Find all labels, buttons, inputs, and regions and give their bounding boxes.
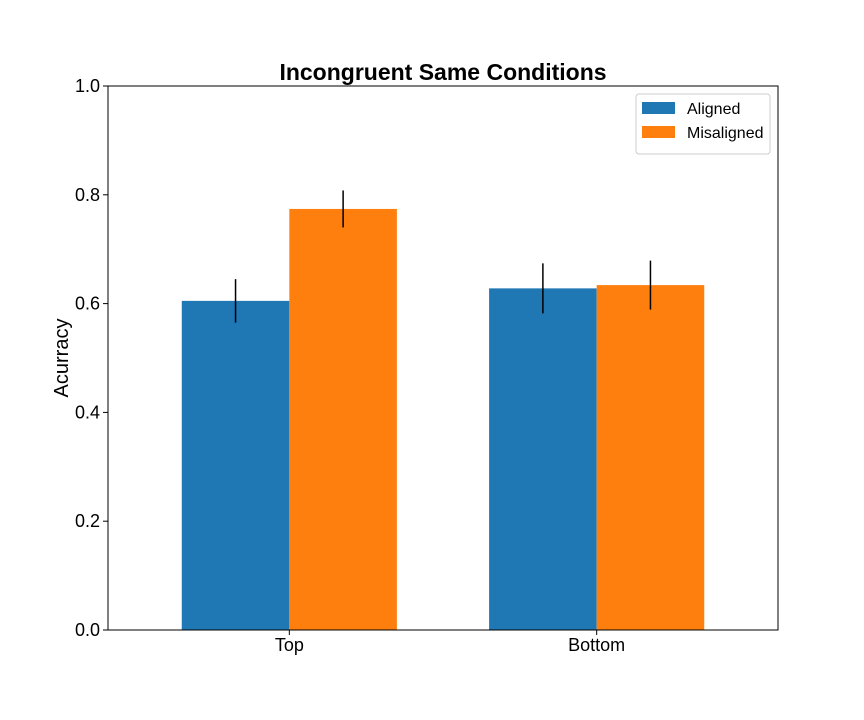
legend-label-aligned: Aligned — [687, 101, 740, 118]
y-tick-label: 0.6 — [75, 294, 100, 314]
bar-bottom-aligned — [489, 288, 597, 630]
legend: Aligned Misaligned — [635, 93, 771, 155]
error-bars-group — [234, 190, 652, 323]
x-tick-label: Bottom — [568, 635, 625, 655]
bars-group — [181, 208, 705, 630]
legend-swatch-misaligned — [642, 126, 675, 138]
y-axis-label: Acurracy — [51, 319, 73, 398]
legend-swatch-aligned — [642, 102, 675, 114]
y-tick-label: 0.2 — [75, 511, 100, 531]
y-axis: 0.0 0.2 0.4 0.6 0.8 1.0 — [75, 76, 108, 640]
y-tick-label: 0.0 — [75, 620, 100, 640]
bar-bottom-misaligned — [596, 285, 705, 630]
y-tick-label: 1.0 — [75, 76, 100, 96]
legend-label-misaligned: Misaligned — [687, 125, 763, 142]
bar-top-misaligned — [289, 208, 397, 630]
x-tick-label: Top — [275, 635, 304, 655]
chart-title: Incongruent Same Conditions — [279, 59, 606, 85]
y-tick-label: 0.8 — [75, 185, 100, 205]
bar-top-aligned — [181, 300, 290, 630]
x-axis: Top Bottom — [275, 630, 625, 655]
plot-frame — [107, 85, 779, 631]
y-tick-label: 0.4 — [75, 402, 100, 422]
